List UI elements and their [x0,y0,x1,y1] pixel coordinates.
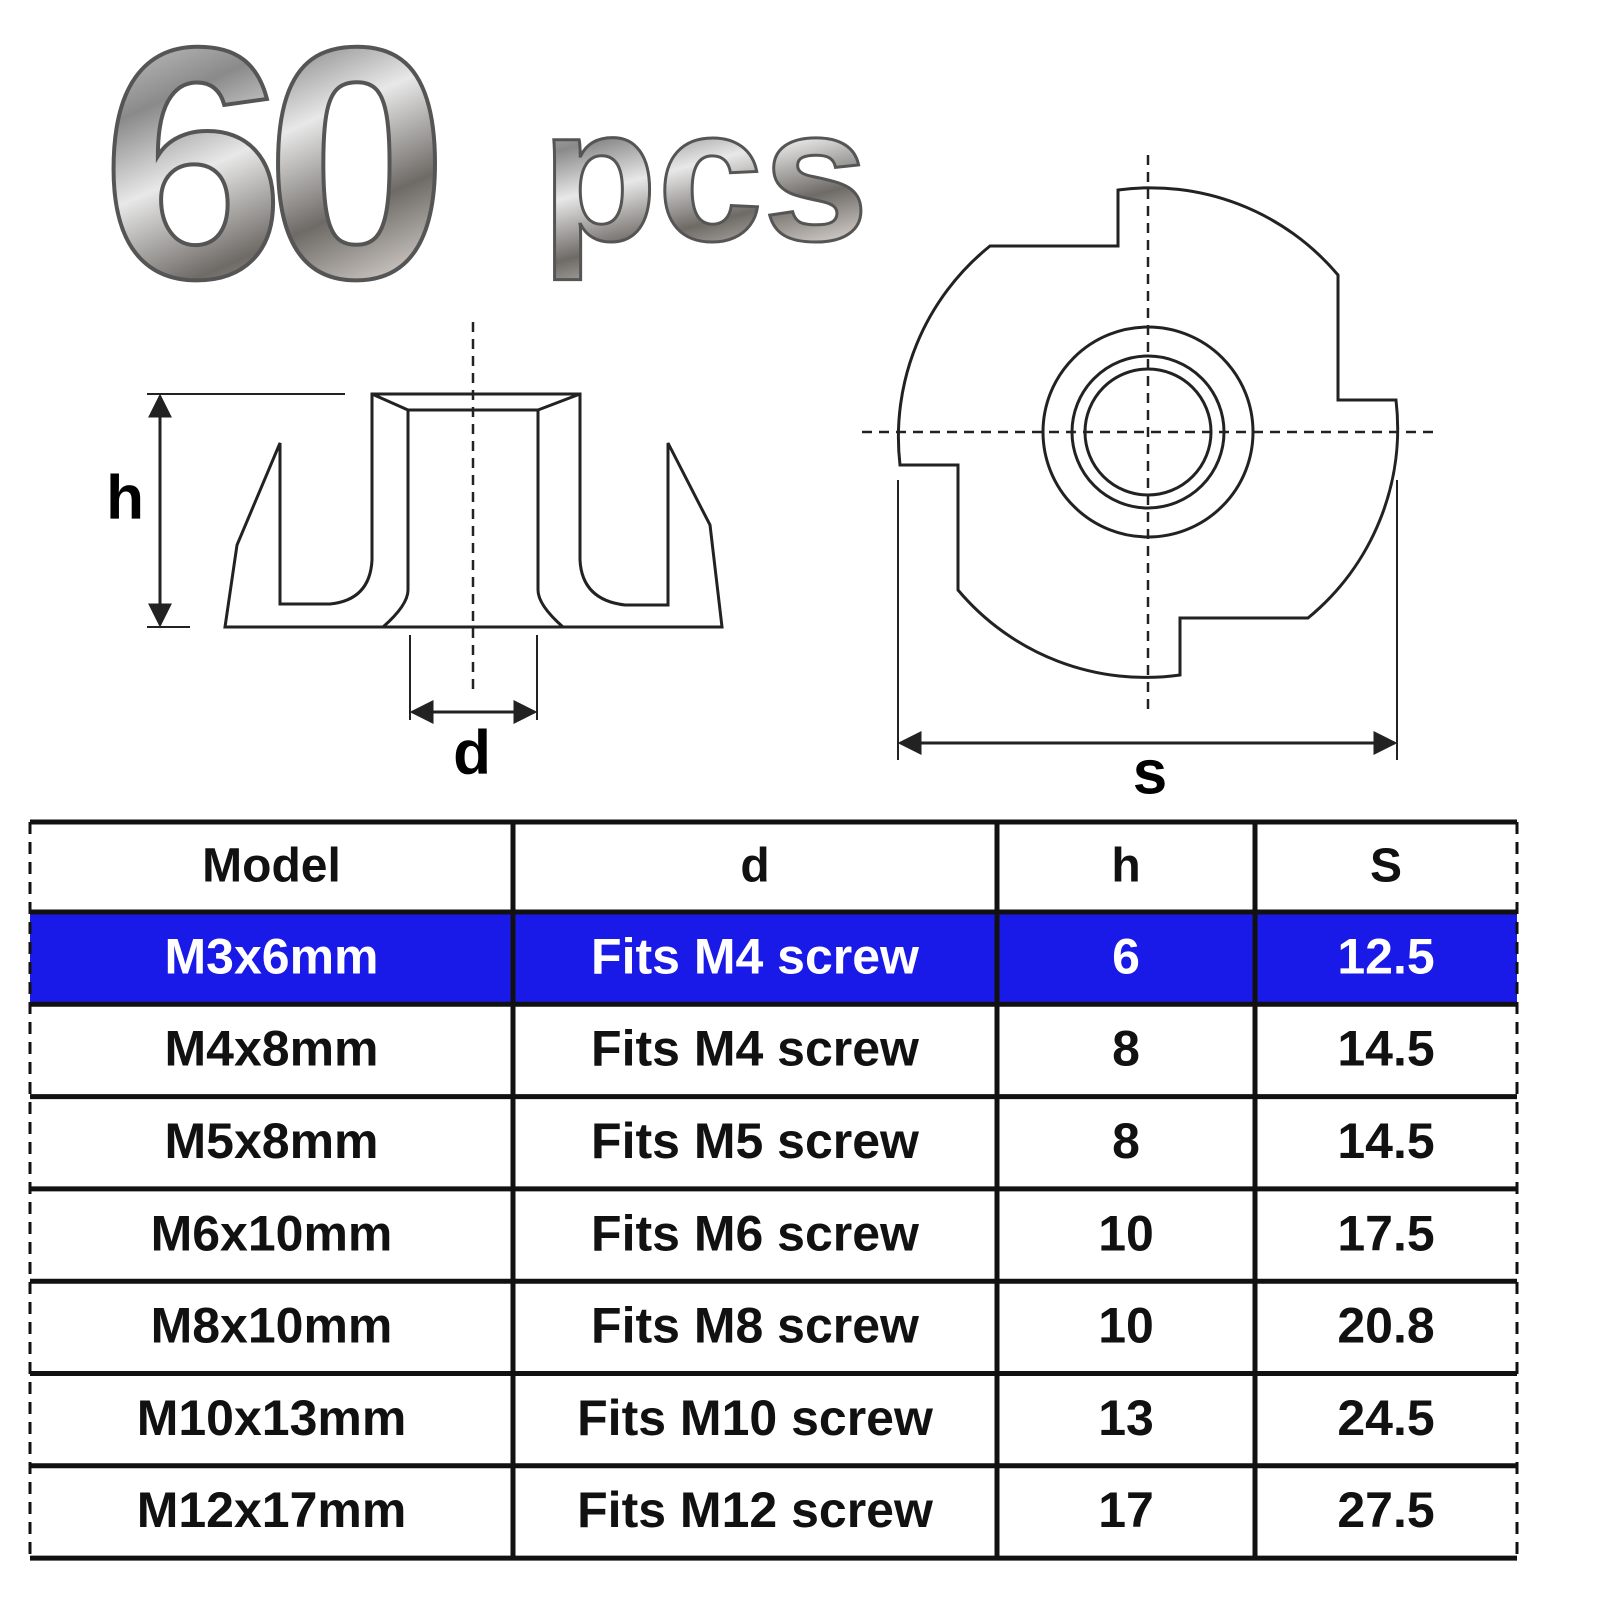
column-header: h [1111,840,1140,893]
cell: 13 [1098,1390,1154,1446]
cell: 14.5 [1337,1021,1434,1077]
title: 60 [101,0,435,347]
cell: Fits M6 screw [591,1205,919,1261]
cell: 27.5 [1337,1482,1434,1538]
cell: 6 [1112,928,1140,984]
h-label: h [106,463,144,532]
cell: M8x10mm [151,1298,393,1354]
cell: 12.5 [1337,928,1434,984]
cell: Fits M12 screw [577,1482,933,1538]
cell: M3x6mm [165,928,379,984]
side-view [147,322,724,724]
cell: 20.8 [1337,1298,1434,1354]
cell: 17.5 [1337,1205,1434,1261]
column-header: S [1370,840,1402,893]
cell: Fits M10 screw [577,1390,933,1446]
cell: M6x10mm [151,1205,393,1261]
cell: 24.5 [1337,1390,1434,1446]
cell: M12x17mm [137,1482,407,1538]
cell: 17 [1098,1482,1154,1538]
column-header: d [740,840,769,893]
column-header: Model [202,840,341,893]
spec-table: Model d h S M3x6mm Fits M4 screw 6 12.5 M4x8mm Fi… [28,819,1519,1561]
cell: 10 [1098,1298,1154,1354]
subtitle: pcs [541,69,868,281]
cell: Fits M5 screw [591,1113,919,1169]
row-highlight [30,912,1517,1005]
cell: M5x8mm [165,1113,379,1169]
cell: M10x13mm [137,1390,407,1446]
cell: 14.5 [1337,1113,1434,1169]
cell: Fits M4 screw [591,1021,919,1077]
cell: Fits M8 screw [591,1298,919,1354]
d-label: d [453,718,491,787]
cell: 10 [1098,1205,1154,1261]
cell: M4x8mm [165,1021,379,1077]
cell: 8 [1112,1113,1140,1169]
s-label: s [1133,738,1167,807]
cell: Fits M4 screw [591,928,919,984]
top-view [862,155,1435,760]
cell: 8 [1112,1021,1140,1077]
